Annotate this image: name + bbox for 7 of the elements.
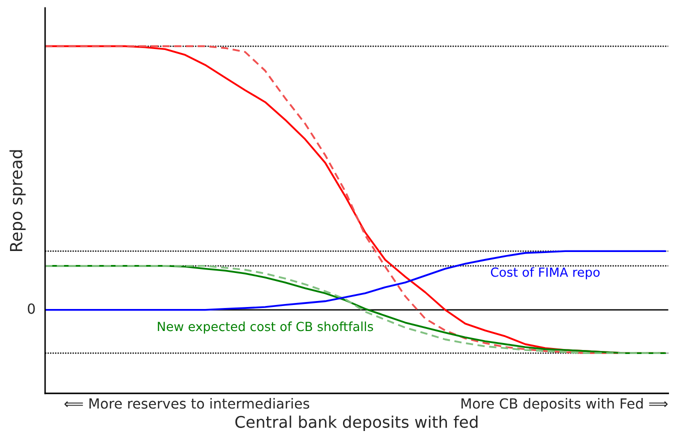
ref-line-label: 0: [28, 303, 35, 314]
series-label: Cost of FIMA repo: [490, 267, 600, 280]
y-axis-title: Repo spread: [10, 150, 26, 252]
text: More CB deposits with Fed ⟹: [462, 398, 668, 412]
text: ⟸ More reserves to intermediaries: [64, 398, 310, 409]
series-label: New expected cost of CB shoftfalls: [158, 322, 374, 334]
x-axis-title: Central bank deposits with fed: [235, 416, 478, 432]
